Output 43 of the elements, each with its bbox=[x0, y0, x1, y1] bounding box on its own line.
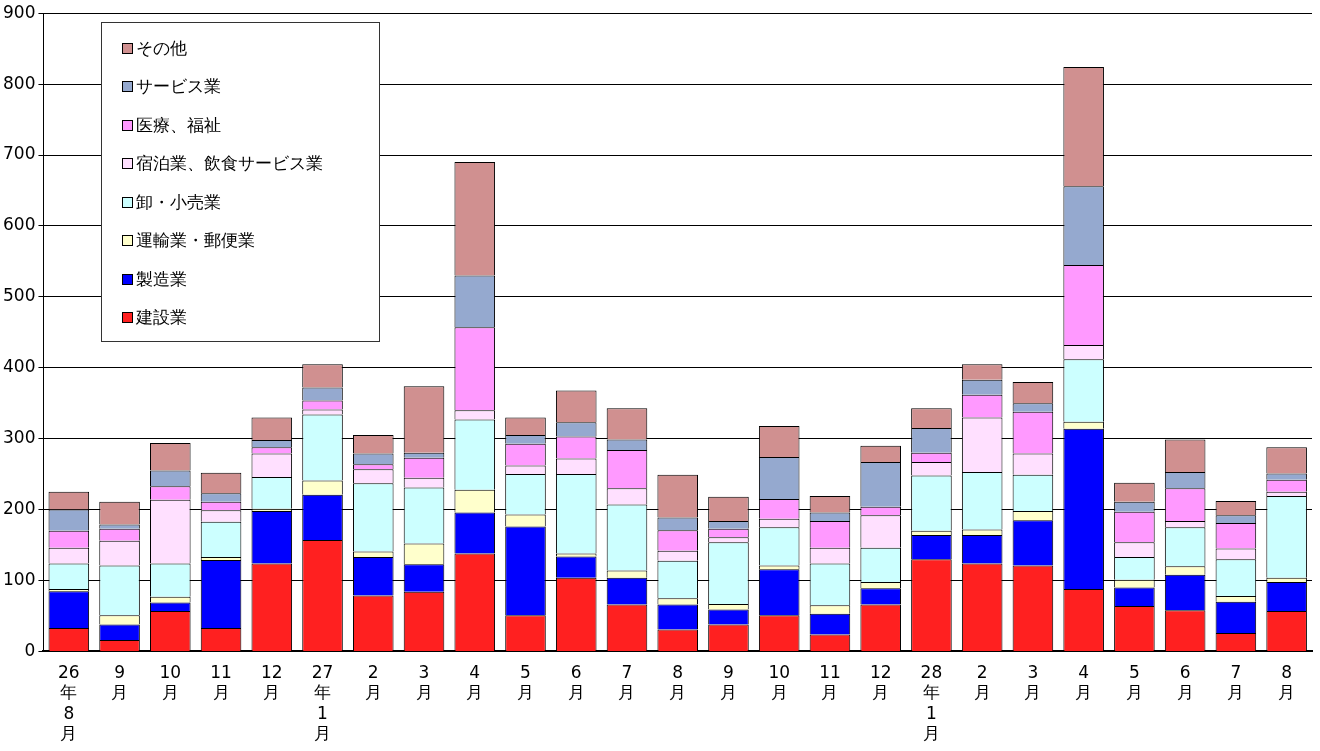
legend-label: 製造業 bbox=[136, 267, 187, 291]
x-tick-label: 10月 bbox=[768, 662, 791, 703]
y-tick-label: 300 bbox=[2, 427, 36, 448]
x-tick-label: 11月 bbox=[210, 662, 232, 703]
y-tick-label: 0 bbox=[24, 639, 36, 660]
x-tick-label: 5月 bbox=[517, 662, 534, 703]
x-tick-label: 28年1月 bbox=[920, 662, 943, 744]
x-tick-label: 12月 bbox=[869, 662, 892, 703]
y-tick-label: 200 bbox=[2, 498, 36, 518]
x-tick-label: 6月 bbox=[567, 662, 585, 703]
x-tick-label: 5月 bbox=[1125, 662, 1143, 703]
x-tick-label: 11月 bbox=[819, 662, 841, 703]
x-tick-label: 9月 bbox=[111, 662, 129, 703]
legend-label: 運輸業・郵便業 bbox=[136, 229, 255, 253]
y-tick-label: 600 bbox=[2, 214, 36, 235]
x-tick-label: 7月 bbox=[618, 662, 636, 703]
y-tick-label: 500 bbox=[2, 285, 36, 306]
x-tick-label: 3月 bbox=[1024, 662, 1042, 703]
legend-label: 医療、福祉 bbox=[136, 113, 221, 137]
x-tick-label: 4月 bbox=[1075, 662, 1093, 703]
y-tick-label: 900 bbox=[2, 1, 36, 22]
x-tick-label: 7月 bbox=[1227, 662, 1245, 703]
y-tick-label: 800 bbox=[2, 72, 36, 93]
legend-label: 卸・小売業 bbox=[136, 190, 221, 214]
x-tick-label: 8月 bbox=[669, 662, 687, 703]
x-tick-label: 4月 bbox=[466, 662, 484, 703]
legend-label: 建設業 bbox=[136, 306, 187, 330]
x-tick-label: 2月 bbox=[364, 662, 382, 703]
x-tick-label: 27年1月 bbox=[311, 662, 334, 744]
x-tick-label: 2月 bbox=[973, 662, 991, 703]
legend-label: 宿泊業、飲食サービス業 bbox=[136, 152, 323, 176]
y-tick-label: 700 bbox=[2, 143, 36, 164]
x-tick-label: 12月 bbox=[260, 662, 283, 703]
x-tick-label: 10月 bbox=[159, 662, 182, 703]
x-tick-label: 3月 bbox=[415, 662, 433, 703]
legend-label: その他 bbox=[136, 36, 187, 60]
x-tick-label: 9月 bbox=[719, 662, 737, 703]
x-tick-label: 6月 bbox=[1176, 662, 1194, 703]
legend-label: サービス業 bbox=[136, 75, 221, 99]
x-tick-label: 26年8月 bbox=[58, 662, 80, 744]
x-tick-label: 8月 bbox=[1278, 662, 1296, 703]
y-tick-label: 400 bbox=[2, 356, 36, 377]
y-tick-label: 100 bbox=[2, 568, 36, 589]
